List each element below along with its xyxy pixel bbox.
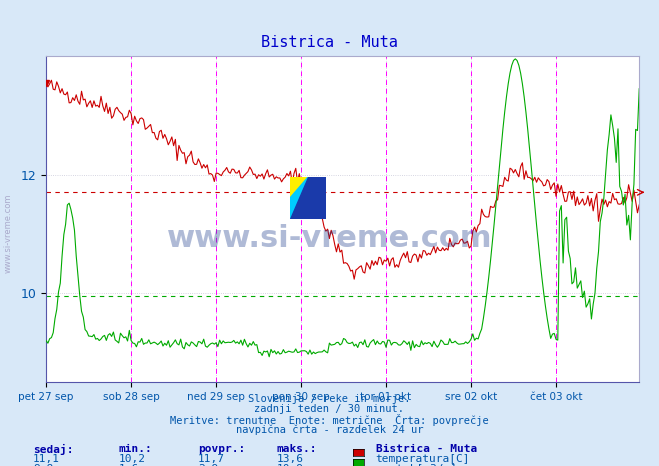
Text: sedaj:: sedaj: (33, 444, 73, 455)
Text: 10,9: 10,9 (277, 464, 304, 466)
Text: Slovenija / reke in morje.: Slovenija / reke in morje. (248, 394, 411, 404)
Text: povpr.:: povpr.: (198, 444, 245, 453)
Text: 1,6: 1,6 (119, 464, 139, 466)
Text: 10,2: 10,2 (119, 454, 146, 464)
Text: zadnji teden / 30 minut.: zadnji teden / 30 minut. (254, 404, 405, 414)
Text: pretok[m3/s]: pretok[m3/s] (376, 464, 457, 466)
Text: min.:: min.: (119, 444, 152, 453)
Text: maks.:: maks.: (277, 444, 317, 453)
Text: Bistrica - Muta: Bistrica - Muta (261, 35, 398, 50)
Polygon shape (290, 177, 326, 219)
Polygon shape (290, 177, 326, 219)
Text: navpična črta - razdelek 24 ur: navpična črta - razdelek 24 ur (236, 425, 423, 435)
Text: Meritve: trenutne  Enote: metrične  Črta: povprečje: Meritve: trenutne Enote: metrične Črta: … (170, 414, 489, 426)
Text: www.si-vreme.com: www.si-vreme.com (3, 193, 13, 273)
Text: 11,1: 11,1 (33, 454, 60, 464)
Text: 9,8: 9,8 (33, 464, 53, 466)
Text: temperatura[C]: temperatura[C] (376, 454, 470, 464)
Text: 13,6: 13,6 (277, 454, 304, 464)
Polygon shape (290, 177, 308, 198)
Text: 11,7: 11,7 (198, 454, 225, 464)
Text: 2,9: 2,9 (198, 464, 218, 466)
Text: www.si-vreme.com: www.si-vreme.com (167, 224, 492, 253)
Text: Bistrica - Muta: Bistrica - Muta (376, 444, 477, 453)
